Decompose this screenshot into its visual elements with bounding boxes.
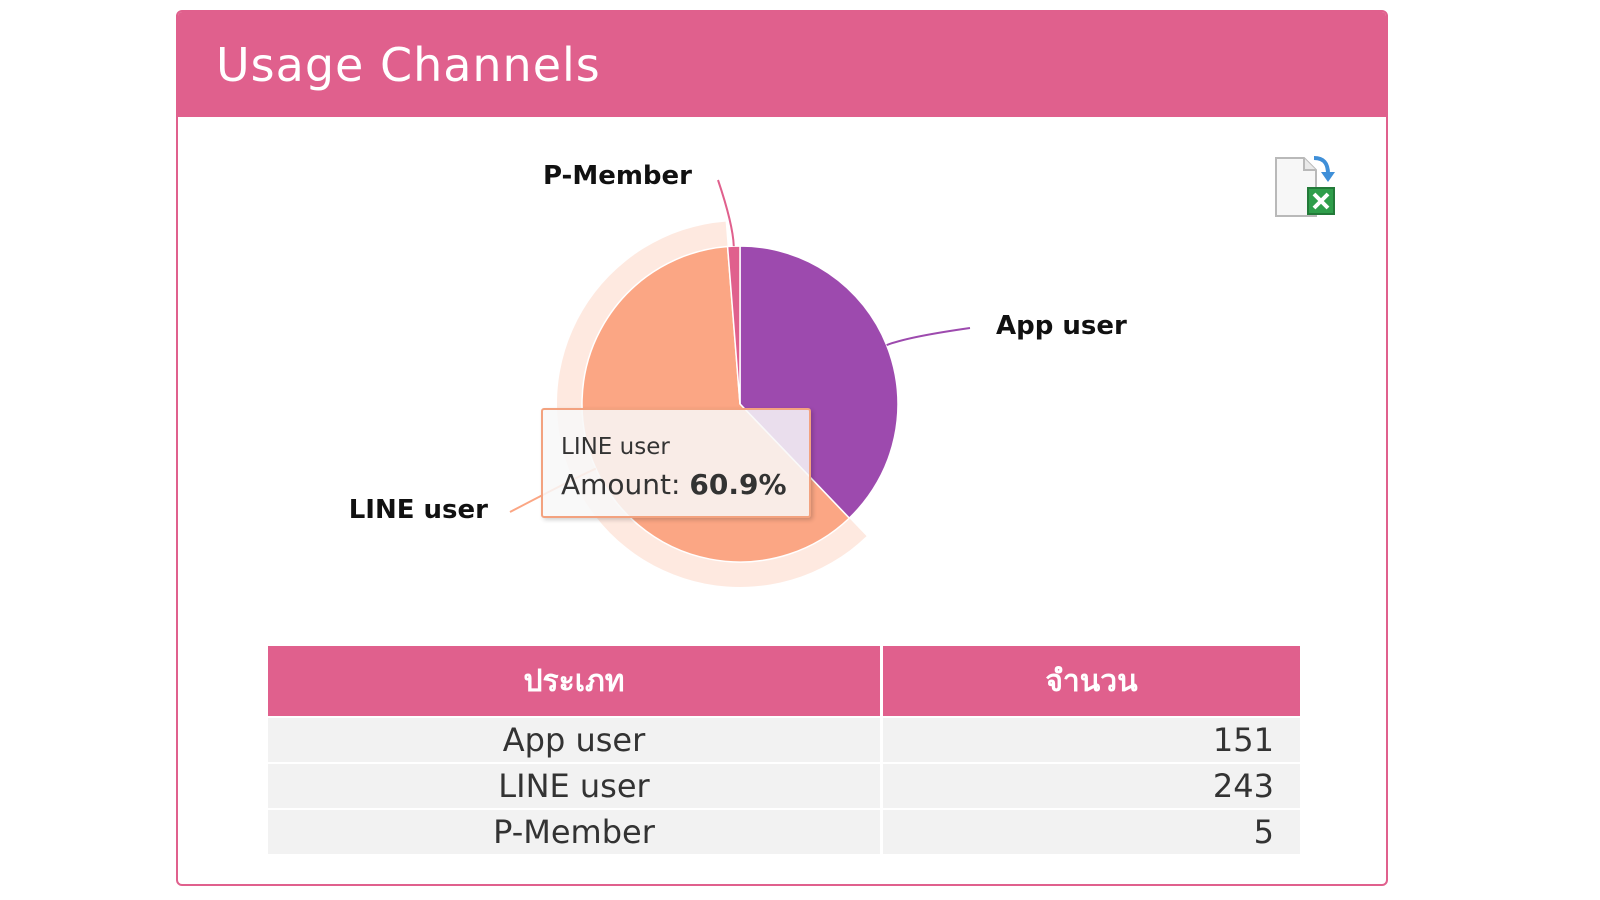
connector-app-user <box>886 327 971 347</box>
table-row: App user 151 <box>268 718 1300 762</box>
pie-chart: App user LINE user P-Member <box>349 161 1127 587</box>
cell-type: P-Member <box>268 810 880 854</box>
column-header-type: ประเภท <box>268 646 880 716</box>
tooltip-value: 60.9% <box>689 468 787 501</box>
cell-amount: 151 <box>883 718 1300 762</box>
usage-table: ประเภท จำนวน App user 151 LINE user 243 … <box>265 644 1303 856</box>
table-row: LINE user 243 <box>268 764 1300 808</box>
excel-export-icon[interactable] <box>1270 154 1338 224</box>
column-header-amount: จำนวน <box>883 646 1300 716</box>
usage-channels-card: Usage Channels App user LINE user P-Member… <box>176 10 1388 886</box>
card-title: Usage Channels <box>216 38 601 92</box>
data-label-p-member: P-Member <box>543 161 692 191</box>
data-label-app-user: App user <box>996 311 1127 341</box>
tooltip-label: Amount: <box>561 468 681 501</box>
table-row: P-Member 5 <box>268 810 1300 854</box>
cell-type: App user <box>268 718 880 762</box>
cell-amount: 243 <box>883 764 1300 808</box>
pie-slice-p-member[interactable] <box>726 245 741 405</box>
connector-p-member <box>717 179 735 247</box>
data-label-line-user: LINE user <box>349 495 488 525</box>
cell-amount: 5 <box>883 810 1300 854</box>
card-header: Usage Channels <box>178 12 1386 117</box>
chart-tooltip: LINE user Amount: 60.9% <box>541 408 811 518</box>
tooltip-series-name: LINE user <box>561 434 670 460</box>
cell-type: LINE user <box>268 764 880 808</box>
